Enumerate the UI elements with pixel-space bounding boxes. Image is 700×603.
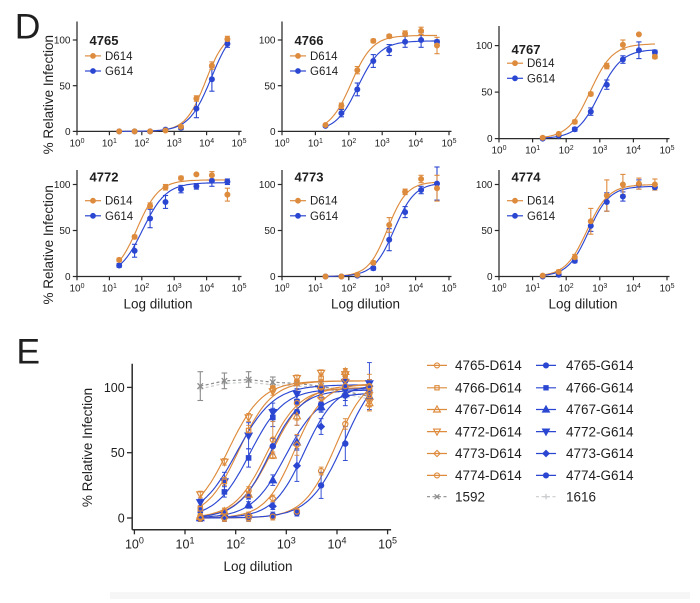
svg-text:102: 102 [559,145,574,156]
svg-text:% Relative Infection: % Relative Infection [80,388,95,507]
svg-text:4767-G614: 4767-G614 [566,402,634,417]
svg-text:100: 100 [274,283,289,294]
svg-text:104: 104 [199,138,214,149]
svg-text:104: 104 [626,145,641,156]
svg-text:103: 103 [375,138,390,149]
svg-text:0: 0 [65,127,71,138]
svg-text:100: 100 [491,283,506,294]
svg-text:4765-G614: 4765-G614 [566,358,634,373]
svg-text:Log dilution: Log dilution [331,297,400,312]
svg-text:103: 103 [592,145,607,156]
svg-text:Log dilution: Log dilution [223,559,292,574]
svg-text:D614: D614 [527,196,555,208]
svg-text:0: 0 [270,127,276,138]
svg-text:4773: 4773 [295,170,324,185]
svg-text:G614: G614 [105,211,134,223]
svg-text:101: 101 [308,283,323,294]
svg-text:105: 105 [659,283,674,294]
svg-text:Log dilution: Log dilution [548,297,617,312]
svg-text:1592: 1592 [455,489,485,504]
svg-text:103: 103 [167,283,182,294]
svg-text:1616: 1616 [566,489,596,504]
svg-text:105: 105 [231,283,246,294]
svg-text:50: 50 [264,81,276,92]
svg-text:Log dilution: Log dilution [123,297,192,312]
svg-text:104: 104 [408,283,423,294]
svg-text:105: 105 [659,145,674,156]
svg-text:50: 50 [59,81,71,92]
svg-text:104: 104 [199,283,214,294]
svg-text:100: 100 [54,180,71,191]
svg-text:103: 103 [592,283,607,294]
svg-text:4766-G614: 4766-G614 [566,381,634,396]
svg-text:101: 101 [102,283,117,294]
svg-text:D614: D614 [527,58,555,70]
svg-text:D614: D614 [310,196,338,208]
svg-text:4774-G614: 4774-G614 [566,468,634,483]
svg-text:G614: G614 [310,211,339,223]
svg-text:100: 100 [104,381,125,395]
svg-text:100: 100 [69,138,84,149]
svg-text:0: 0 [118,511,125,525]
svg-text:100: 100 [54,36,71,47]
svg-text:D614: D614 [105,51,133,63]
svg-text:50: 50 [481,226,493,237]
svg-text:50: 50 [59,226,71,237]
svg-text:101: 101 [525,145,540,156]
svg-text:105: 105 [441,138,456,149]
svg-text:101: 101 [525,283,540,294]
svg-text:104: 104 [626,283,641,294]
svg-text:104: 104 [408,138,423,149]
svg-text:G614: G614 [527,73,556,85]
svg-text:100: 100 [491,145,506,156]
svg-text:D614: D614 [310,51,338,63]
svg-text:4773-G614: 4773-G614 [566,446,634,461]
svg-text:4766: 4766 [295,33,324,48]
svg-text:0: 0 [487,134,493,145]
svg-text:4773-D614: 4773-D614 [455,446,522,461]
svg-text:102: 102 [341,283,356,294]
svg-text:101: 101 [102,138,117,149]
svg-text:4765: 4765 [90,33,119,48]
svg-text:100: 100 [476,41,493,52]
svg-text:103: 103 [167,138,182,149]
svg-text:E: E [16,332,40,372]
svg-text:0: 0 [487,272,493,283]
svg-text:D: D [15,7,41,47]
svg-text:4767-D614: 4767-D614 [455,402,522,417]
svg-text:4766-D614: 4766-D614 [455,381,522,396]
svg-text:50: 50 [111,446,125,460]
svg-text:4765-D614: 4765-D614 [455,358,522,373]
svg-text:102: 102 [559,283,574,294]
svg-text:100: 100 [259,36,276,47]
svg-text:% Relative Infection: % Relative Infection [41,35,56,154]
svg-text:4767: 4767 [512,42,541,57]
svg-text:50: 50 [481,88,493,99]
svg-text:4774-D614: 4774-D614 [455,468,522,483]
svg-text:4772-G614: 4772-G614 [566,424,634,439]
svg-text:100: 100 [69,283,84,294]
svg-text:D614: D614 [105,196,133,208]
svg-text:4772-D614: 4772-D614 [455,424,522,439]
svg-text:100: 100 [259,180,276,191]
svg-text:G614: G614 [310,66,339,78]
svg-text:G614: G614 [105,66,134,78]
svg-text:105: 105 [441,283,456,294]
svg-text:4774: 4774 [512,170,542,185]
svg-text:102: 102 [134,138,149,149]
svg-text:50: 50 [264,226,276,237]
svg-text:100: 100 [476,180,493,191]
svg-text:101: 101 [308,138,323,149]
svg-text:4772: 4772 [90,170,119,185]
svg-text:100: 100 [274,138,289,149]
svg-text:0: 0 [65,272,71,283]
svg-text:G614: G614 [527,211,556,223]
svg-text:102: 102 [341,138,356,149]
svg-text:102: 102 [134,283,149,294]
svg-text:103: 103 [375,283,390,294]
svg-text:0: 0 [270,272,276,283]
svg-text:% Relative Infection: % Relative Infection [41,185,56,304]
svg-text:105: 105 [231,138,246,149]
